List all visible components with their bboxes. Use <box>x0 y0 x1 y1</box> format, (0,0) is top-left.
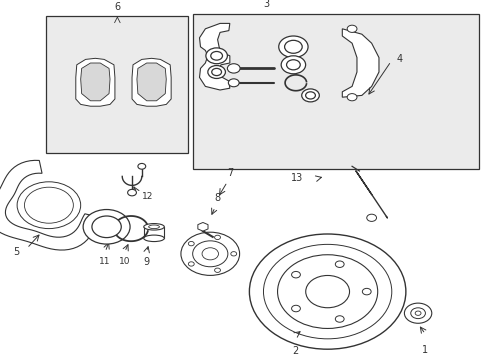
Text: 5: 5 <box>13 247 20 257</box>
Bar <box>193 14 478 169</box>
Polygon shape <box>76 58 115 106</box>
Ellipse shape <box>148 225 159 229</box>
Circle shape <box>410 308 425 319</box>
Text: 12: 12 <box>142 192 153 201</box>
Polygon shape <box>198 222 207 231</box>
Circle shape <box>335 261 344 267</box>
Text: 3: 3 <box>263 0 269 9</box>
Circle shape <box>83 210 130 244</box>
Circle shape <box>414 311 420 315</box>
Circle shape <box>284 40 302 53</box>
Circle shape <box>277 255 377 328</box>
Circle shape <box>188 242 194 246</box>
Text: 10: 10 <box>119 257 130 266</box>
Circle shape <box>278 36 307 58</box>
Circle shape <box>138 163 145 169</box>
Circle shape <box>127 189 136 196</box>
Circle shape <box>366 214 376 221</box>
Polygon shape <box>137 63 166 101</box>
Circle shape <box>192 241 227 267</box>
Polygon shape <box>0 160 100 250</box>
Polygon shape <box>342 29 378 97</box>
Circle shape <box>346 25 356 32</box>
Circle shape <box>210 51 222 60</box>
Circle shape <box>404 303 431 323</box>
Circle shape <box>228 79 239 87</box>
Text: 11: 11 <box>99 257 111 266</box>
Text: 2: 2 <box>292 346 298 356</box>
Text: 13: 13 <box>290 173 303 183</box>
Circle shape <box>230 252 236 256</box>
Circle shape <box>301 89 319 102</box>
Circle shape <box>214 268 220 273</box>
Circle shape <box>214 235 220 239</box>
Circle shape <box>281 56 305 74</box>
Text: 7: 7 <box>226 168 232 178</box>
Circle shape <box>188 262 194 266</box>
Polygon shape <box>81 63 110 101</box>
Polygon shape <box>132 58 171 106</box>
Polygon shape <box>199 23 229 90</box>
Circle shape <box>205 48 227 64</box>
Circle shape <box>291 271 300 278</box>
Circle shape <box>286 60 300 70</box>
Circle shape <box>207 66 225 78</box>
Ellipse shape <box>143 235 164 242</box>
Circle shape <box>362 288 370 295</box>
Text: 1: 1 <box>422 345 427 355</box>
Circle shape <box>291 305 300 312</box>
Circle shape <box>211 68 221 76</box>
Circle shape <box>92 216 121 238</box>
Text: 8: 8 <box>214 193 220 203</box>
Circle shape <box>202 248 218 260</box>
Circle shape <box>249 234 405 349</box>
Circle shape <box>305 92 315 99</box>
Circle shape <box>346 94 356 101</box>
Text: 4: 4 <box>395 54 402 64</box>
Text: 6: 6 <box>114 1 120 12</box>
Ellipse shape <box>143 224 164 230</box>
Circle shape <box>181 232 239 275</box>
Circle shape <box>305 275 349 308</box>
Bar <box>46 16 188 153</box>
Circle shape <box>335 316 344 322</box>
Text: 9: 9 <box>143 257 149 267</box>
Circle shape <box>227 64 240 73</box>
